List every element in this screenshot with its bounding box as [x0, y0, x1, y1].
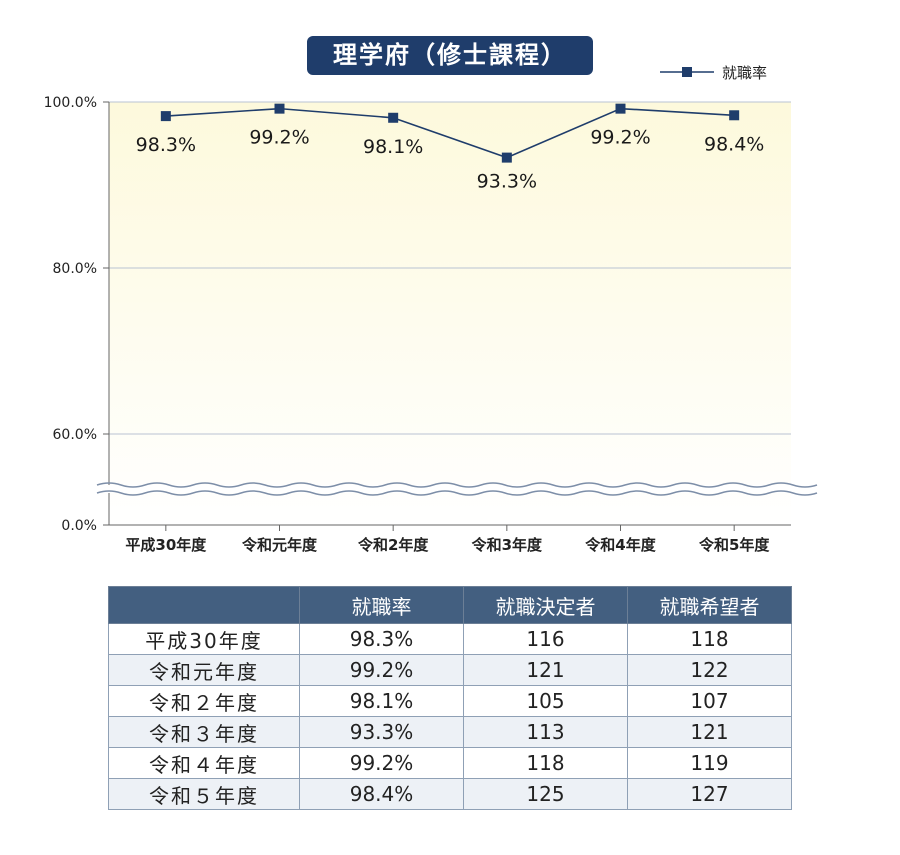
chart-title: 理学府（修士課程）: [307, 36, 593, 75]
table-header-cell: 就職決定者: [463, 586, 628, 624]
table-row: 令和元年度 99.2% 121 122: [108, 654, 792, 686]
x-tick-label: 令和3年度: [472, 536, 543, 554]
data-point: [729, 110, 740, 121]
table-row-header: 令和４年度: [108, 747, 300, 779]
table-row: 令和４年度 99.2% 118 119: [108, 747, 792, 779]
data-label: 98.1%: [363, 136, 423, 158]
y-tick-label: 80.0%: [53, 261, 97, 277]
axis-break-line: [96, 490, 818, 496]
table-row-header: 令和元年度: [108, 654, 300, 686]
table-row: 令和３年度 93.3% 113 121: [108, 716, 792, 748]
table-cell: 116: [463, 623, 628, 655]
x-tick-label: 令和2年度: [358, 536, 429, 554]
data-label: 99.2%: [590, 127, 650, 149]
legend-marker: [682, 67, 692, 77]
table-cell: 99.2%: [299, 654, 464, 686]
data-label: 99.2%: [249, 127, 309, 149]
data-label: 93.3%: [477, 171, 537, 193]
table-cell: 122: [627, 654, 792, 686]
table-header-cell: 就職希望者: [627, 586, 792, 624]
table-header-row: 就職率 就職決定者 就職希望者: [108, 586, 792, 624]
legend-label: 就職率: [722, 64, 767, 82]
axis-break-line: [96, 482, 818, 488]
data-point: [160, 111, 171, 122]
table-cell: 121: [627, 716, 792, 748]
data-label: 98.3%: [136, 134, 196, 156]
y-tick-label: 0.0%: [61, 518, 97, 534]
y-tick-label: 100.0%: [44, 95, 97, 111]
table-cell: 127: [627, 778, 792, 810]
table-cell: 121: [463, 654, 628, 686]
table-cell: 119: [627, 747, 792, 779]
table-row: 平成30年度 98.3% 116 118: [108, 623, 792, 655]
data-table: 就職率 就職決定者 就職希望者 平成30年度 98.3% 116 118 令和元年度 99.2…: [108, 586, 792, 810]
table-cell: 118: [463, 747, 628, 779]
data-label: 98.4%: [704, 133, 764, 155]
table-cell: 98.3%: [299, 623, 464, 655]
data-point: [615, 103, 626, 114]
data-point: [388, 112, 399, 123]
table-cell: 107: [627, 685, 792, 717]
y-tick-label: 60.0%: [53, 427, 97, 443]
x-tick-label: 平成30年度: [125, 536, 207, 554]
series-line: [165, 107, 735, 159]
line-chart: 100.0% 80.0% 60.0% 0.0% 平成30年度 令和元年度 令和2年度 令和3年…: [44, 64, 818, 554]
table-cell: 118: [627, 623, 792, 655]
table-header-corner: [108, 586, 300, 624]
data-point: [501, 152, 512, 163]
table-row-header: 令和２年度: [108, 685, 300, 717]
x-tick-label: 令和元年度: [242, 536, 318, 554]
table-cell: 98.4%: [299, 778, 464, 810]
table-cell: 105: [463, 685, 628, 717]
table-row-header: 令和３年度: [108, 716, 300, 748]
table-row: 令和２年度 98.1% 105 107: [108, 685, 792, 717]
data-point: [274, 103, 285, 114]
table-cell: 93.3%: [299, 716, 464, 748]
table-cell: 113: [463, 716, 628, 748]
table-row-header: 平成30年度: [108, 623, 300, 655]
table-cell: 125: [463, 778, 628, 810]
table-cell: 98.1%: [299, 685, 464, 717]
table-header-cell: 就職率: [299, 586, 464, 624]
table-row: 令和５年度 98.4% 125 127: [108, 778, 792, 810]
x-tick-label: 令和4年度: [585, 536, 656, 554]
table-cell: 99.2%: [299, 747, 464, 779]
x-tick-label: 令和5年度: [699, 536, 770, 554]
axis-break-band: [97, 485, 800, 493]
table-row-header: 令和５年度: [108, 778, 300, 810]
plot-area: [109, 102, 791, 525]
